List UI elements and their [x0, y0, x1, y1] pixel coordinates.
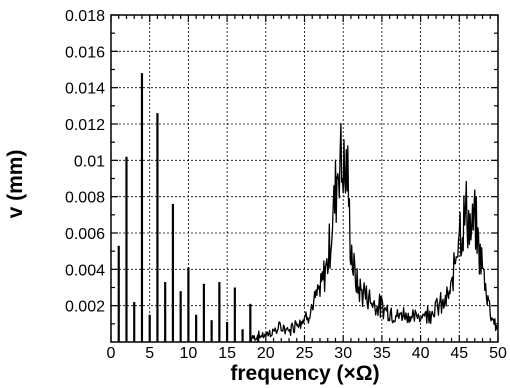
y-tick-label: 0.01: [74, 153, 105, 170]
x-tick-label: 15: [218, 345, 236, 362]
y-tick-label: 0.006: [65, 226, 105, 243]
x-tick-label: 35: [373, 345, 391, 362]
y-tick-label: 0.014: [65, 81, 105, 98]
x-tick-label: 0: [107, 345, 116, 362]
plot-frame: [110, 14, 499, 343]
x-tick-labels: 0 5 10 15 20 25 30 35 40 45 50: [107, 345, 507, 362]
y-tick-label: 0.004: [65, 262, 105, 279]
y-tick-label: 0.018: [65, 8, 105, 25]
y-tick-label: 0.008: [65, 190, 105, 207]
x-tick-label: 25: [296, 345, 314, 362]
x-tick-label: 30: [334, 345, 352, 362]
y-tick-label: 0.002: [65, 299, 105, 316]
x-tick-label: 5: [145, 345, 154, 362]
x-axis-title: frequency (×Ω): [230, 362, 379, 385]
y-tick-labels: 0.002 0.004 0.006 0.008 0.01 0.012 0.014 0.016 0…: [65, 8, 105, 316]
x-tick-label: 10: [180, 345, 198, 362]
y-tick-label: 0.012: [65, 117, 105, 134]
spectrum-line: [249, 122, 499, 342]
harmonic-spikes: [117, 73, 260, 342]
y-tick-label: 0.016: [65, 44, 105, 61]
grid-lines: [111, 15, 498, 342]
x-tick-label: 50: [489, 345, 507, 362]
y-axis-title: v (mm): [4, 150, 27, 219]
x-tick-label: 40: [412, 345, 430, 362]
x-tick-label: 20: [257, 345, 275, 362]
x-tick-label: 45: [450, 345, 468, 362]
